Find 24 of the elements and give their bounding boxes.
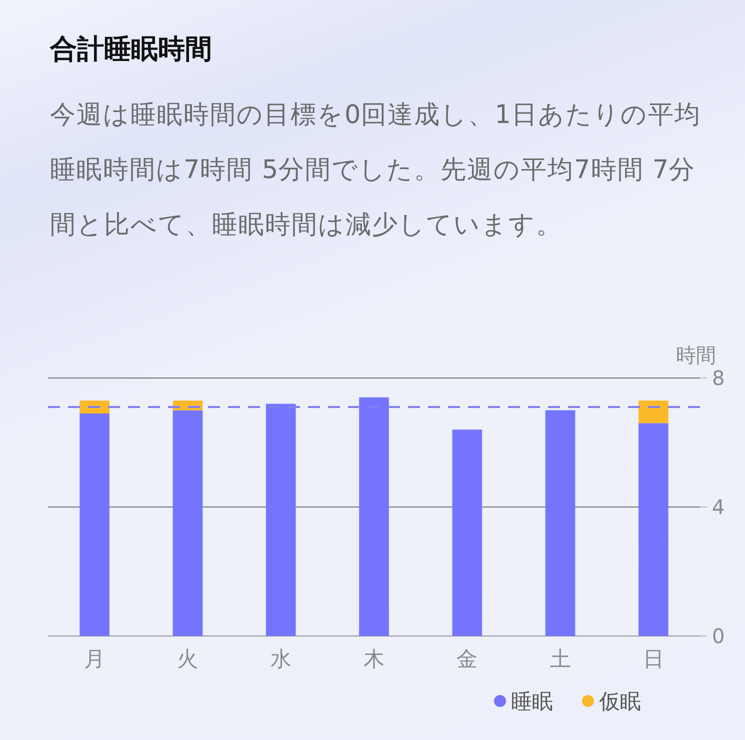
y-tick-label: 8 <box>712 366 725 390</box>
bar <box>638 400 668 424</box>
x-tick-label: 月 <box>84 647 106 671</box>
x-tick-label: 金 <box>456 647 478 671</box>
bar <box>80 413 110 636</box>
bar <box>266 404 296 636</box>
y-axis-title: 時間 <box>676 343 716 367</box>
legend-label: 睡眠 <box>511 689 553 714</box>
x-tick-label: 火 <box>177 647 198 671</box>
x-tick-label: 水 <box>270 647 292 671</box>
y-tick-label: 0 <box>712 624 725 648</box>
bar <box>359 397 389 636</box>
x-tick-label: 土 <box>550 647 571 671</box>
bar <box>452 430 482 636</box>
y-tick-label: 4 <box>712 495 725 519</box>
chart-title: 合計睡眠時間 <box>49 34 212 65</box>
x-tick-label: 日 <box>642 647 664 671</box>
bar <box>80 400 110 414</box>
bar <box>638 423 668 636</box>
legend-label: 仮眠 <box>598 689 641 714</box>
bar <box>172 410 203 636</box>
chart-subtitle: 今週は睡眠時間の目標を0回達成し、1日あたりの平均睡眠時間は7時間 5分間でした。先週の平均7時間 7分間と比べて、睡眠時間は減少しています。 <box>50 99 702 242</box>
x-tick-label: 木 <box>364 647 384 671</box>
bar <box>545 410 576 636</box>
